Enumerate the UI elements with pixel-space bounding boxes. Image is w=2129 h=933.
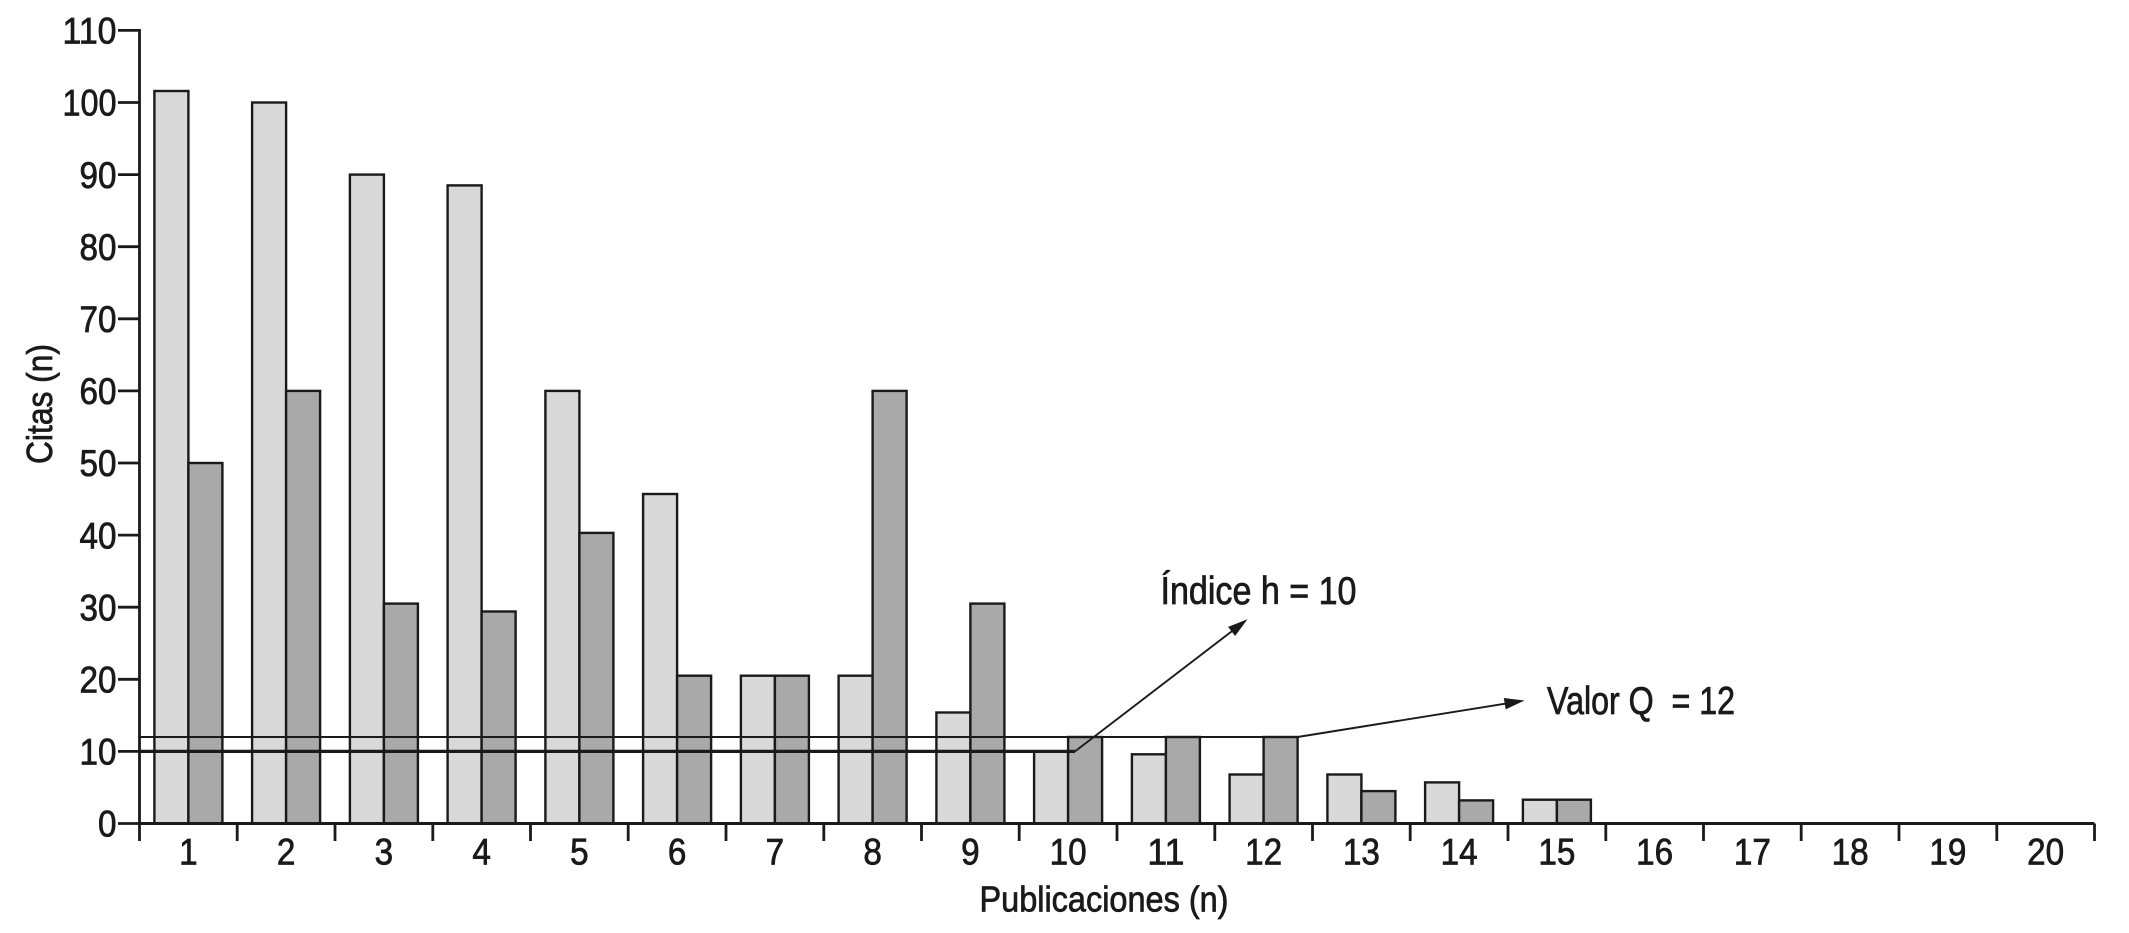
svg-text:14: 14 bbox=[1441, 832, 1478, 873]
svg-text:60: 60 bbox=[80, 371, 117, 412]
svg-text:40: 40 bbox=[80, 515, 117, 556]
svg-text:80: 80 bbox=[80, 227, 117, 268]
svg-text:19: 19 bbox=[1929, 832, 1966, 873]
svg-text:3: 3 bbox=[375, 832, 394, 873]
svg-text:6: 6 bbox=[668, 832, 687, 873]
svg-text:18: 18 bbox=[1832, 832, 1869, 873]
svg-text:50: 50 bbox=[80, 443, 117, 484]
svg-text:5: 5 bbox=[570, 832, 589, 873]
svg-text:16: 16 bbox=[1636, 832, 1673, 873]
svg-text:10: 10 bbox=[1050, 832, 1087, 873]
svg-text:7: 7 bbox=[766, 832, 785, 873]
svg-text:100: 100 bbox=[63, 83, 117, 124]
svg-text:1: 1 bbox=[179, 832, 198, 873]
svg-text:Valor Q = 12: Valor Q = 12 bbox=[1547, 680, 1735, 723]
svg-text:10: 10 bbox=[80, 732, 117, 773]
svg-text:9: 9 bbox=[961, 832, 980, 873]
svg-text:110: 110 bbox=[63, 11, 117, 52]
svg-text:20: 20 bbox=[80, 660, 117, 701]
svg-text:2: 2 bbox=[277, 832, 296, 873]
svg-text:12: 12 bbox=[1245, 832, 1282, 873]
svg-text:0: 0 bbox=[98, 804, 117, 845]
svg-text:4: 4 bbox=[472, 832, 491, 873]
svg-text:30: 30 bbox=[80, 587, 117, 628]
svg-text:13: 13 bbox=[1343, 832, 1380, 873]
svg-text:8: 8 bbox=[863, 832, 882, 873]
svg-text:Índice h = 10: Índice h = 10 bbox=[1161, 570, 1357, 613]
svg-text:90: 90 bbox=[80, 155, 117, 196]
svg-text:11: 11 bbox=[1147, 832, 1184, 873]
svg-text:15: 15 bbox=[1538, 832, 1575, 873]
svg-text:70: 70 bbox=[80, 299, 117, 340]
svg-text:Publicaciones (n): Publicaciones (n) bbox=[980, 879, 1229, 920]
svg-text:Citas (n): Citas (n) bbox=[19, 344, 60, 464]
svg-text:17: 17 bbox=[1734, 832, 1771, 873]
svg-text:20: 20 bbox=[2027, 832, 2064, 873]
